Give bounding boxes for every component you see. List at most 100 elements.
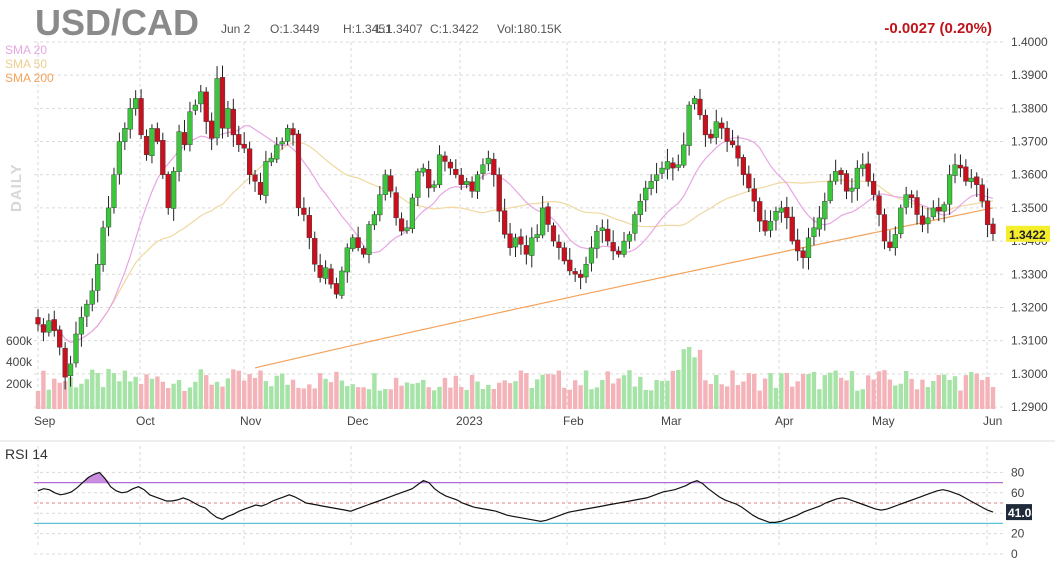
x-tick-label: Mar	[661, 414, 682, 428]
candle-body	[143, 136, 150, 156]
candle-body	[605, 228, 611, 242]
volume-bar	[475, 381, 480, 409]
candle-body	[534, 234, 540, 238]
volume-bar	[453, 375, 459, 409]
candle-body	[892, 234, 898, 249]
candle-body	[871, 181, 877, 195]
volume-bar	[920, 379, 925, 409]
x-tick-label: May	[872, 414, 895, 428]
candle-body	[181, 132, 188, 146]
volume-bar	[339, 380, 345, 409]
volume-bar	[524, 373, 529, 409]
volume-bar	[681, 349, 686, 409]
volume-bar	[350, 384, 355, 409]
volume-bar	[648, 390, 654, 409]
candle-body	[746, 173, 752, 189]
x-tick-label: Dec	[347, 414, 368, 428]
volume-bar	[838, 377, 844, 409]
volume-bar	[366, 389, 372, 409]
sma20-line	[37, 125, 994, 343]
volume-bar	[459, 386, 464, 409]
candle-body	[344, 247, 350, 273]
volume-bar	[676, 369, 681, 409]
volume-bar	[708, 383, 714, 409]
volume-bar	[62, 381, 68, 409]
rsi-tick-label: 80	[1011, 465, 1025, 479]
volume-bar	[903, 371, 909, 409]
candle-body	[925, 217, 931, 225]
volume-bar	[35, 391, 41, 409]
candle-body	[919, 215, 926, 225]
candle-body	[214, 78, 220, 139]
volume-bar	[155, 376, 160, 409]
candle-body	[854, 167, 860, 189]
volume-bar	[931, 381, 936, 409]
candle-body	[111, 174, 117, 208]
candle-body	[664, 161, 671, 170]
volume-bar	[122, 370, 128, 409]
candle-body	[984, 200, 991, 226]
candle-body	[328, 268, 334, 285]
candle-body	[540, 207, 546, 236]
legend-sma200: SMA 200	[5, 71, 54, 85]
volume-bar	[442, 377, 448, 409]
volume-bar	[616, 378, 621, 409]
candle-body	[252, 174, 258, 182]
candle-body	[751, 188, 757, 202]
volume-bar	[969, 372, 974, 409]
candle-body	[898, 207, 904, 235]
volume-bar	[290, 379, 296, 409]
volume-bar	[421, 379, 426, 409]
rsi-line	[37, 471, 994, 523]
volume-bar	[610, 383, 616, 409]
candle-body	[268, 157, 274, 163]
volume-bar	[100, 387, 106, 409]
volume-bar	[361, 387, 366, 409]
volume-bar	[410, 383, 415, 409]
x-tick-label: Feb	[563, 414, 584, 428]
candle-body	[317, 264, 323, 278]
volume-bar	[621, 375, 627, 409]
candle-body	[588, 247, 595, 264]
x-tick-label: Jun	[983, 414, 1002, 428]
candle-body	[702, 114, 709, 136]
candle-body	[719, 122, 725, 129]
volume-bar	[317, 373, 323, 409]
candle-body	[686, 104, 692, 146]
volume-bar	[659, 380, 665, 409]
candle-body	[230, 108, 236, 136]
candle-body	[578, 273, 584, 278]
volume-bar	[334, 371, 339, 409]
candle-body	[388, 175, 394, 192]
volume-bar	[817, 389, 822, 409]
volume-bar	[513, 381, 518, 409]
volume-bar	[784, 372, 790, 409]
candle-body	[735, 145, 741, 159]
candle-body	[653, 174, 660, 181]
candle-body	[713, 121, 719, 138]
candle-body	[887, 241, 893, 248]
volume-bar	[95, 372, 100, 409]
rsi-tick-label: 0	[1011, 547, 1018, 561]
candle-body	[236, 134, 242, 146]
volume-bar	[703, 380, 708, 409]
candle-body	[73, 333, 79, 364]
volume-bar	[231, 369, 236, 409]
y-tick-label: 1.3900	[1011, 68, 1048, 82]
volume-bar	[269, 386, 274, 409]
volume-bar	[388, 389, 393, 409]
candle-body	[914, 197, 920, 215]
x-tick-label: Sep	[34, 414, 56, 428]
candle-body	[670, 162, 676, 169]
volume-bar	[117, 381, 122, 409]
candle-body	[431, 184, 437, 188]
candle-body	[491, 158, 497, 175]
candle-body	[127, 108, 133, 130]
candle-body	[876, 195, 882, 215]
y-tick-label: 1.3700	[1011, 135, 1048, 149]
candle-body	[84, 303, 90, 317]
candle-body	[274, 144, 280, 160]
y-tick-label: 1.3000	[1011, 367, 1048, 381]
volume-bar	[578, 385, 583, 409]
